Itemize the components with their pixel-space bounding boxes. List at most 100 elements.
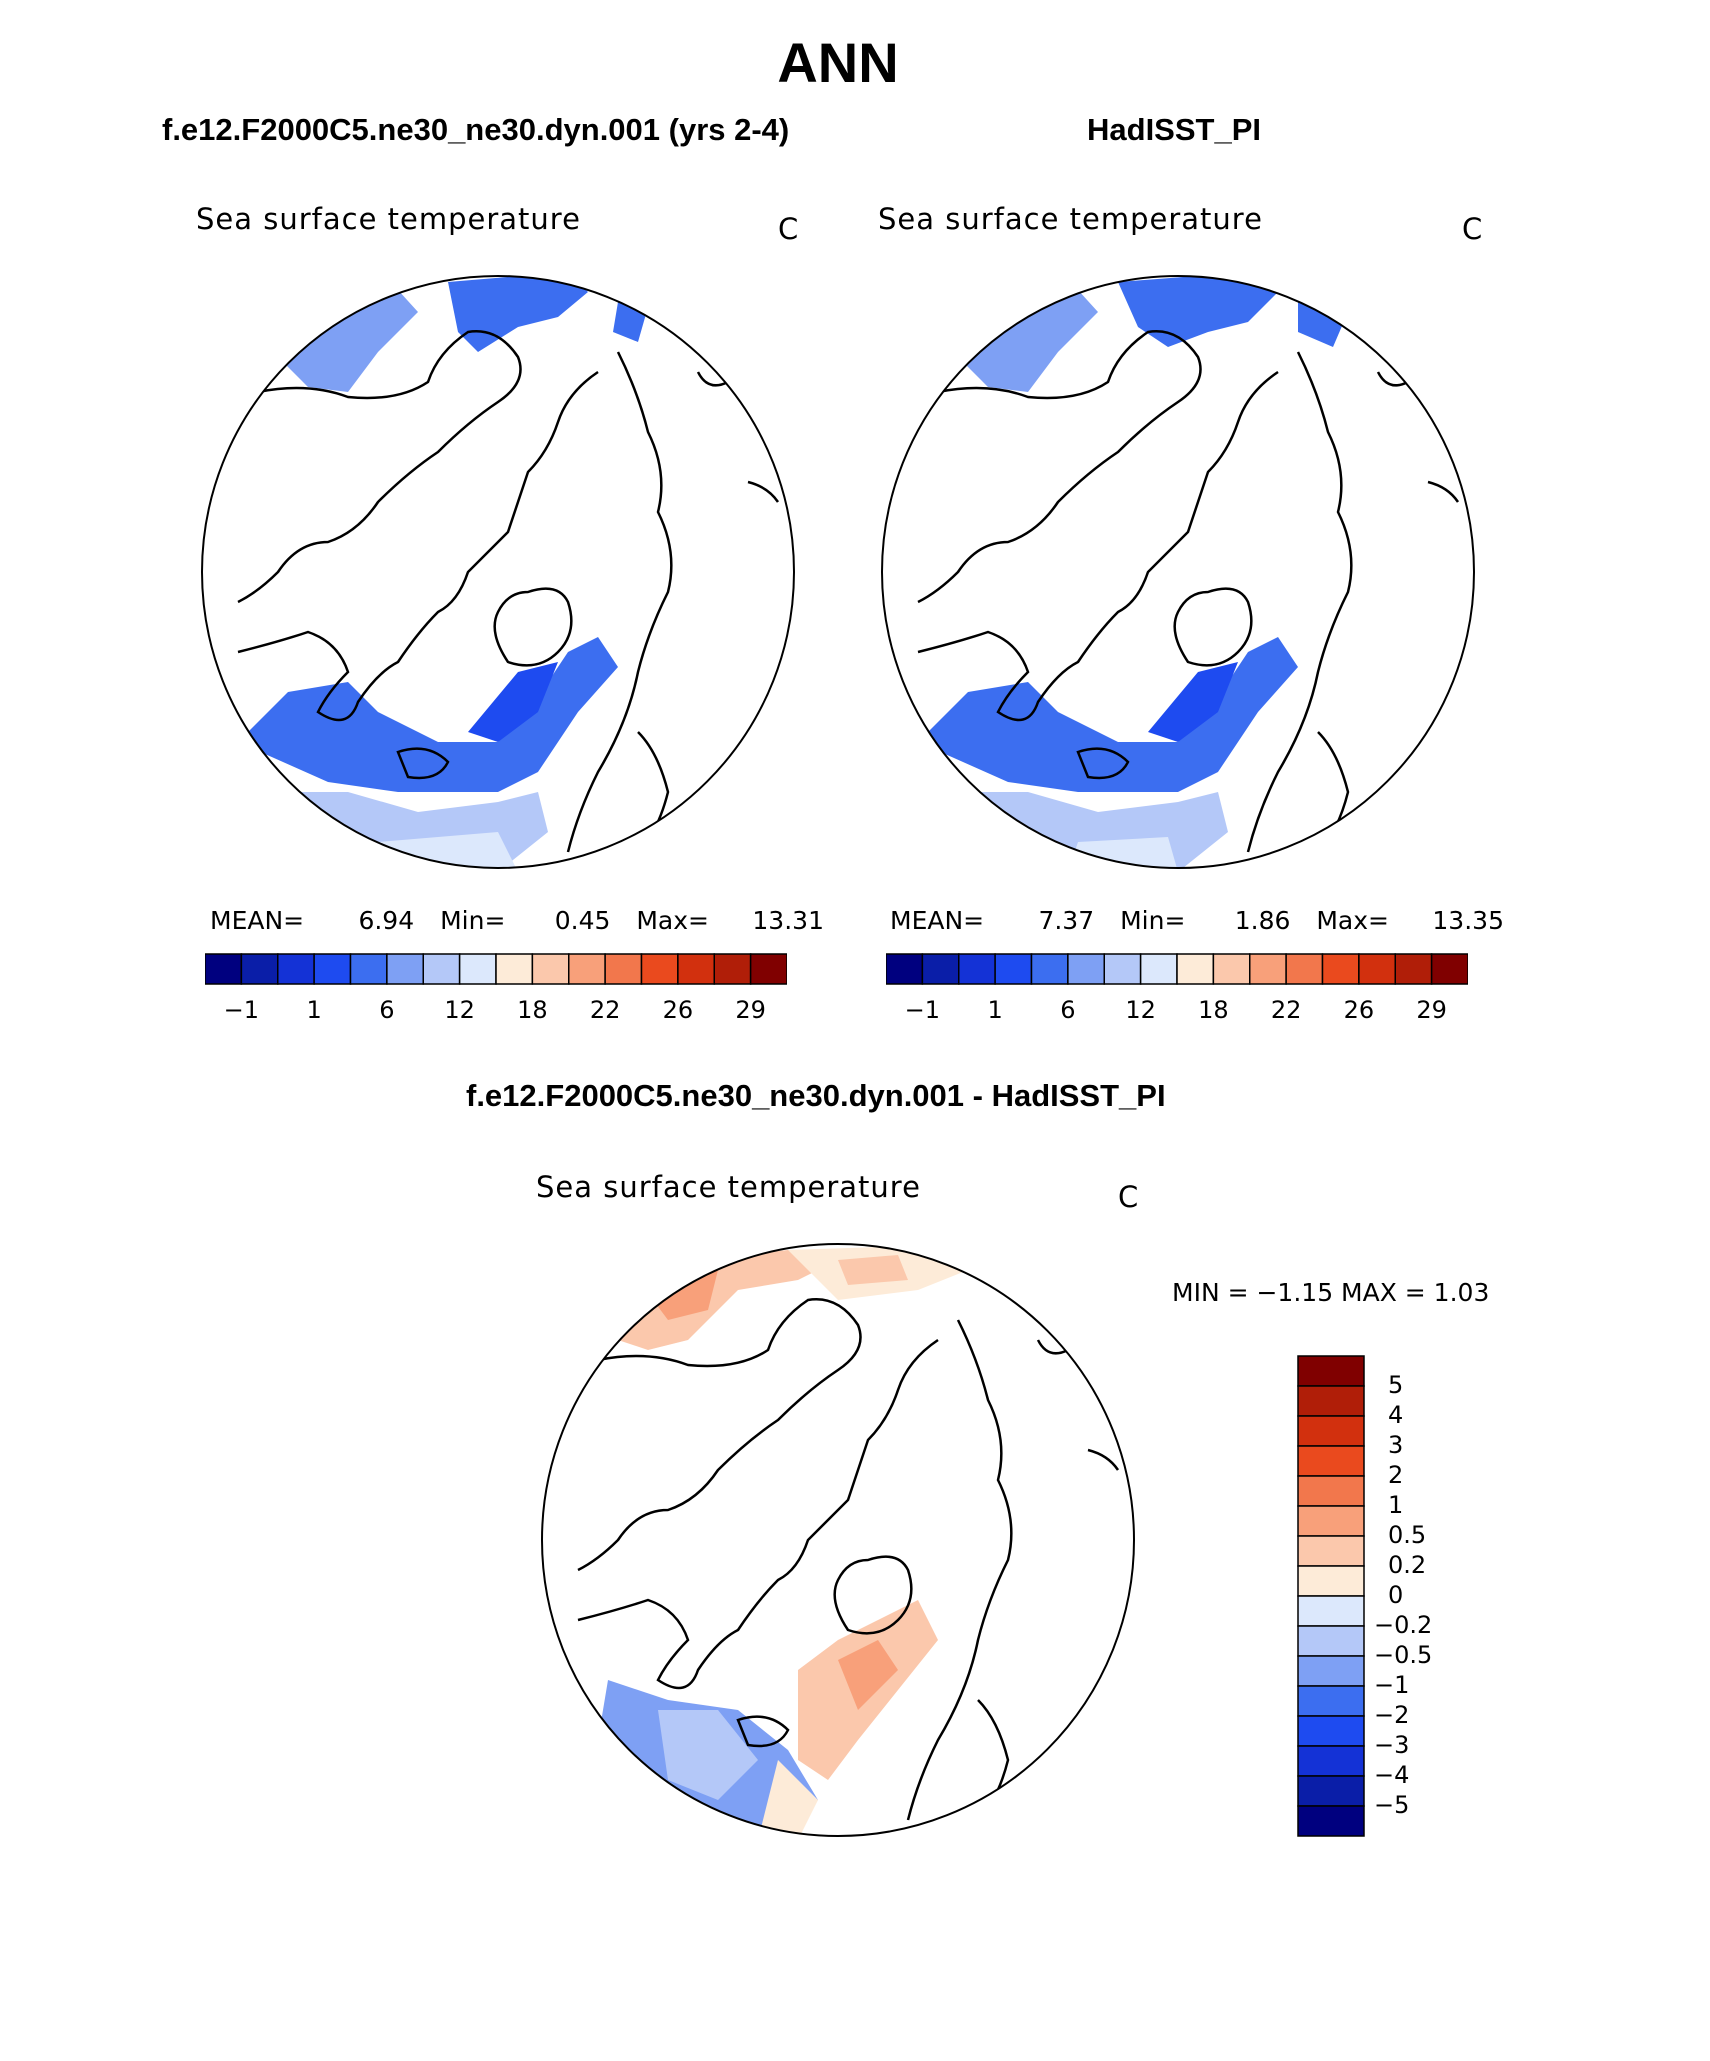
- panel1-polar-map: [201, 275, 795, 869]
- colorbar-tick-label: 29: [735, 996, 766, 1024]
- colorbar-swatch: [386, 953, 425, 985]
- panel1-variable-label: Sea surface temperature: [196, 202, 581, 236]
- colorbar-swatch: [1297, 1655, 1365, 1687]
- colorbar-swatch: [1297, 1535, 1365, 1567]
- colorbar-swatch: [1212, 953, 1251, 985]
- colorbar-tick-label: 18: [517, 996, 548, 1024]
- panel2-case-title: HadISST_PI: [1087, 112, 1261, 147]
- colorbar-swatch: [1358, 953, 1397, 985]
- colorbar-swatch: [958, 953, 996, 985]
- diff-polar-map: [541, 1243, 1135, 1837]
- colorbar-tick-label: 1: [987, 996, 1003, 1024]
- colorbar-swatch: [205, 953, 243, 985]
- colorbar-swatch: [1297, 1415, 1365, 1447]
- colorbar-swatch: [277, 953, 315, 985]
- colorbar-swatch: [1297, 1685, 1365, 1717]
- panel1-case-title: f.e12.F2000C5.ne30_ne30.dyn.001 (yrs 2-4…: [162, 112, 790, 147]
- panel1-stats: MEAN= 6.94 Min= 0.45 Max= 13.31: [210, 906, 824, 935]
- sst-region-north-pacific-west: [283, 290, 418, 392]
- colorbar-swatch: [495, 953, 534, 985]
- colorbar-tick-label: 12: [444, 996, 475, 1024]
- colorbar-tick-label: −1: [904, 996, 941, 1024]
- colorbar-tick-label: 6: [379, 996, 395, 1024]
- colorbar-swatch: [1297, 1775, 1365, 1807]
- colorbar-swatch: [568, 953, 606, 985]
- colorbar-swatch: [994, 953, 1033, 985]
- colorbar-swatch: [1297, 1805, 1365, 1837]
- colorbar-tick-label: −1: [1374, 1671, 1410, 1699]
- colorbar-tick-label: 2: [1388, 1461, 1404, 1489]
- colorbar-tick-label: 5: [1388, 1371, 1404, 1399]
- map-boundary-circle: [881, 275, 1475, 869]
- colorbar-tick-label: 0.5: [1388, 1521, 1427, 1549]
- colorbar-swatch: [1297, 1715, 1365, 1747]
- sst-region-north-pacific: [1118, 276, 1278, 347]
- colorbar-tick-label: −3: [1374, 1731, 1410, 1759]
- diff-region-norwegian-warmer: [838, 1640, 898, 1710]
- colorbar-swatch: [1297, 1595, 1365, 1627]
- page-title: ANN: [777, 31, 899, 94]
- colorbar-swatch: [1249, 953, 1287, 985]
- colorbar-swatch: [1030, 953, 1069, 985]
- colorbar-tick-label: 22: [1270, 996, 1302, 1024]
- colorbar-tick-label: 3: [1388, 1431, 1404, 1459]
- diff-region-bering-warm: [838, 1255, 908, 1285]
- colorbar-tick-label: 1: [306, 996, 322, 1024]
- colorbar-swatch: [349, 953, 388, 985]
- colorbar-swatch: [1067, 953, 1106, 985]
- colorbar-tick-label: −1: [223, 996, 260, 1024]
- colorbar-tick-label: 0.2: [1388, 1551, 1427, 1579]
- colorbar-swatch: [1297, 1355, 1365, 1387]
- panel1-units-label: C: [778, 212, 799, 246]
- sst-region-north-pacific-west: [963, 290, 1098, 392]
- colorbar-swatch: [1103, 953, 1142, 985]
- sst-region-norwegian-sea: [1148, 662, 1238, 742]
- colorbar-swatch: [1430, 953, 1468, 985]
- panel2-colorbar: [886, 953, 1468, 985]
- colorbar-swatch: [1297, 1475, 1365, 1507]
- panel2-variable-label: Sea surface temperature: [878, 202, 1263, 236]
- panel2-units-label: C: [1462, 212, 1483, 246]
- colorbar-tick-label: −2: [1374, 1701, 1410, 1729]
- diff-units-label: C: [1118, 1180, 1139, 1214]
- panel2-colorbar-ticks: −1 1 6 12 18 22 26 29: [886, 996, 1468, 1026]
- colorbar-swatch: [1297, 1625, 1365, 1657]
- colorbar-tick-label: 18: [1198, 996, 1229, 1024]
- panel1-colorbar: [205, 953, 787, 985]
- sst-region-north-atlantic: [918, 637, 1298, 792]
- colorbar-tick-label: −5: [1374, 1791, 1410, 1819]
- diff-region-atlantic-slight: [758, 1760, 818, 1836]
- map-boundary-circle: [541, 1243, 1135, 1837]
- colorbar-tick-label: −4: [1374, 1761, 1410, 1789]
- colorbar-swatch: [677, 953, 716, 985]
- diff-minmax-label: MIN = −1.15 MAX = 1.03: [1172, 1278, 1490, 1307]
- panel2-stats: MEAN= 7.37 Min= 1.86 Max= 13.35: [890, 906, 1504, 935]
- colorbar-swatch: [1285, 953, 1324, 985]
- colorbar-swatch: [1139, 953, 1178, 985]
- colorbar-swatch: [604, 953, 643, 985]
- colorbar-swatch: [422, 953, 461, 985]
- diff-colorbar: [1297, 1355, 1365, 1837]
- diff-region-atlantic-cooler: [658, 1710, 758, 1800]
- colorbar-swatch: [1394, 953, 1433, 985]
- colorbar-swatch: [640, 953, 679, 985]
- colorbar-swatch: [1176, 953, 1215, 985]
- colorbar-tick-label: 26: [1343, 996, 1375, 1024]
- colorbar-swatch: [1297, 1445, 1365, 1477]
- colorbar-swatch: [458, 953, 497, 985]
- colorbar-tick-label: 4: [1388, 1401, 1404, 1429]
- colorbar-swatch: [240, 953, 279, 985]
- colorbar-swatch: [713, 953, 752, 985]
- colorbar-tick-label: 22: [589, 996, 621, 1024]
- colorbar-tick-label: 29: [1416, 996, 1447, 1024]
- colorbar-swatch: [1297, 1385, 1365, 1417]
- colorbar-swatch: [313, 953, 352, 985]
- colorbar-tick-label: −0.2: [1374, 1611, 1433, 1639]
- colorbar-tick-label: −0.5: [1374, 1641, 1433, 1669]
- panel2-polar-map: [881, 275, 1475, 869]
- sst-region-norwegian-sea: [468, 662, 558, 742]
- colorbar-swatch: [1297, 1745, 1365, 1777]
- colorbar-swatch: [921, 953, 960, 985]
- diff-region-pacific-warm: [598, 1250, 838, 1350]
- colorbar-swatch: [886, 953, 924, 985]
